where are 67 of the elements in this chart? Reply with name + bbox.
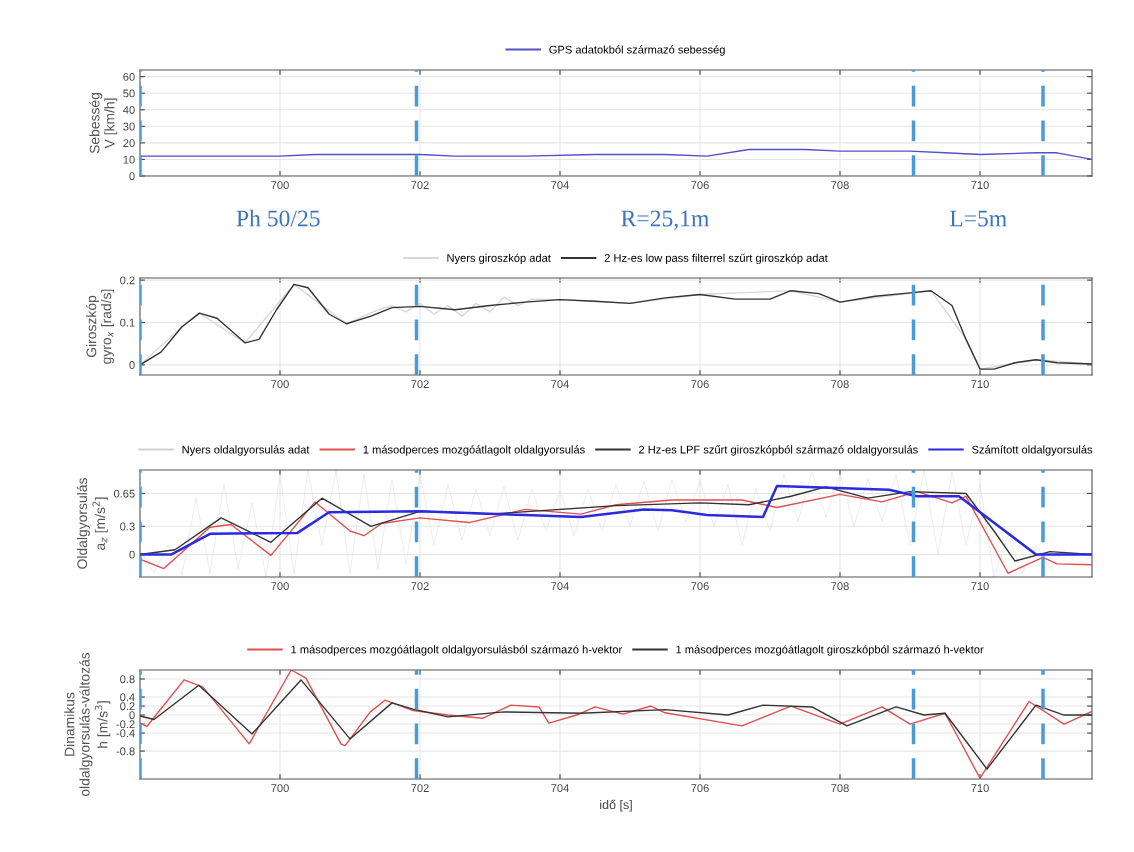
legend-label: 1 másodperces mozgóátlagolt oldalgyorsulásból származó h-vektor [291, 645, 623, 656]
legend-label: Nyers oldalgyorsulás adat [182, 445, 310, 456]
x-tick-label: 706 [691, 380, 709, 389]
x-tick-label: 708 [831, 380, 849, 389]
y-tick-label: 0.3 [120, 522, 135, 531]
y-tick-label: 50 [123, 89, 135, 98]
x-axis-title: idő [s] [600, 799, 632, 812]
legend-label: Nyers giroszkóp adat [447, 253, 551, 265]
x-tick-label: 702 [411, 784, 429, 793]
y-tick-label: -0.2 [116, 720, 135, 729]
x-tick-label: 704 [551, 784, 569, 793]
x-tick-label: 700 [271, 181, 289, 190]
x-tick-label: 706 [691, 784, 709, 793]
y-tick-label: 60 [123, 72, 135, 81]
y-tick-label: -0.8 [116, 747, 135, 756]
line-series [140, 670, 1092, 779]
x-tick-label: 704 [551, 380, 569, 389]
legend-label: 2 Hz-es low pass filterrel szűrt giroszkóp adat [604, 253, 828, 265]
x-tick-label: 702 [411, 582, 429, 591]
x-tick-label: 702 [411, 181, 429, 190]
x-tick-label: 708 [831, 784, 849, 793]
text: Ph 50/25 [236, 209, 320, 227]
x-tick-label: 702 [411, 380, 429, 389]
legend-label: GPS adatokból származó sebesség [549, 45, 725, 56]
y-axis-title: Oldalgyorsulás a$_{z}$ [m/s$^{2}$] [76, 478, 108, 569]
x-tick-label: 700 [271, 380, 289, 389]
x-tick-label: 710 [971, 380, 989, 389]
y-tick-label: 0 [129, 172, 135, 181]
y-tick-label: 30 [123, 122, 135, 131]
y-tick-label: 0.8 [120, 675, 135, 684]
line-series [140, 490, 1092, 574]
y-tick-label: 0.1 [120, 318, 135, 327]
line-series [140, 283, 1092, 370]
x-tick-label: 706 [691, 181, 709, 190]
y-axis-title: Sebesség V [km/h] [89, 93, 118, 154]
legend-label: 1 másodperces mozgóátlagolt oldalgyorsulás [363, 445, 585, 456]
y-tick-label: 0.4 [120, 693, 135, 702]
y-tick-label: 10 [123, 155, 135, 164]
legend-label: 1 másodperces mozgóátlagolt giroszkópból származó h-vektor [676, 645, 984, 656]
y-tick-label: 0 [129, 361, 135, 369]
text: R=25,1m [621, 210, 710, 230]
x-tick-label: 706 [691, 582, 709, 591]
x-tick-label: 708 [831, 181, 849, 190]
x-tick-label: 700 [271, 784, 289, 793]
y-axis-title: Giroszkóp gyro$_{x}$ [rad/s] [85, 289, 115, 364]
x-tick-label: 704 [551, 582, 569, 591]
y-tick-label: 0.2 [120, 276, 135, 285]
x-tick-label: 708 [831, 582, 849, 591]
line-series [140, 679, 1092, 770]
text: L=5m [949, 210, 1007, 227]
y-tick-label: 0.65 [113, 489, 135, 498]
line-series [140, 470, 1092, 577]
legend-label: Számított oldalgyorsulás [972, 445, 1093, 456]
y-tick-label: 40 [123, 106, 135, 114]
x-tick-label: 710 [971, 582, 989, 591]
x-tick-label: 710 [971, 784, 989, 793]
legend-label: 2 Hz-es LPF szűrt giroszkópból származó oldalgyorsulás [639, 445, 918, 456]
y-tick-label: 0.2 [120, 702, 135, 711]
line-series [140, 148, 1092, 161]
y-tick-label: 0 [129, 550, 135, 559]
x-tick-label: 700 [271, 582, 289, 591]
y-tick-label: 0 [129, 711, 135, 720]
x-tick-label: 710 [971, 181, 989, 190]
y-tick-label: 20 [123, 139, 135, 148]
y-axis-title: Dinamikus oldalgyorsulás-változás h [m/s$^{3}$] [64, 652, 111, 797]
y-tick-label: -0.4 [116, 729, 135, 738]
x-tick-label: 704 [551, 181, 569, 190]
